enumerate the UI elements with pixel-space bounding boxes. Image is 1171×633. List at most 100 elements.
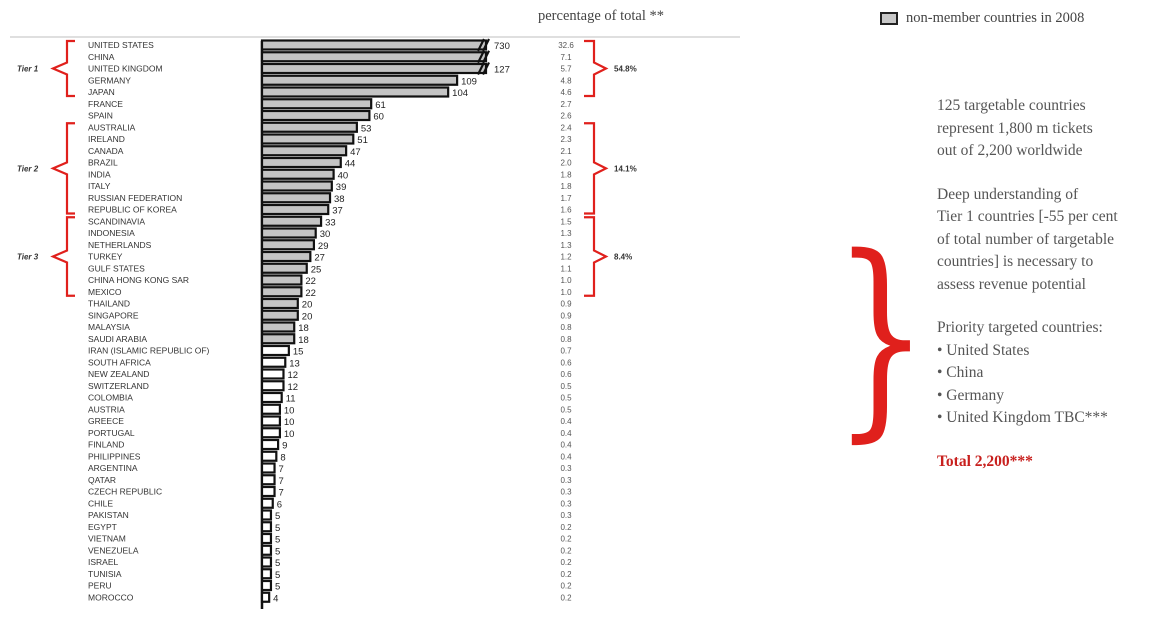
value-label: 60 xyxy=(373,112,384,123)
bar xyxy=(260,556,273,568)
percentage-value: 1.6 xyxy=(560,206,572,215)
value-label: 44 xyxy=(345,159,356,170)
bar xyxy=(260,250,312,263)
value-label: 5 xyxy=(275,558,280,569)
percentage-value: 4.8 xyxy=(560,76,572,85)
percentage-value: 0.5 xyxy=(560,394,572,403)
bar xyxy=(260,239,316,251)
country-label: TUNISIA xyxy=(88,569,122,579)
bar xyxy=(260,532,273,545)
country-label: PHILIPPINES xyxy=(88,451,141,461)
country-label: ITALY xyxy=(88,181,111,191)
value-label: 20 xyxy=(302,300,313,311)
bar xyxy=(260,286,303,298)
percentage-value: 0.6 xyxy=(560,370,572,379)
value-label: 40 xyxy=(338,170,349,181)
country-label: IRELAND xyxy=(88,134,125,144)
percentage-value: 1.0 xyxy=(560,288,572,297)
priority-item: • Germany xyxy=(937,386,1004,404)
legend-swatch xyxy=(880,12,898,25)
bar xyxy=(260,262,308,274)
country-label: VIETNAM xyxy=(88,534,126,544)
value-label: 53 xyxy=(361,123,372,134)
bar xyxy=(260,380,285,392)
axis-break-mark xyxy=(477,50,490,64)
country-label: UNITED STATES xyxy=(88,40,154,50)
tier-share: 54.8% xyxy=(614,65,637,74)
percentage-value: 0.8 xyxy=(560,335,572,344)
percentage-value: 32.6 xyxy=(558,41,574,50)
bar xyxy=(260,145,348,157)
value-label: 47 xyxy=(350,147,361,158)
value-label: 10 xyxy=(284,429,295,440)
percentage-value: 1.0 xyxy=(560,276,572,285)
country-label: MOROCCO xyxy=(88,592,134,602)
country-label: INDONESIA xyxy=(88,228,135,238)
percentage-value: 0.2 xyxy=(560,570,572,579)
bar xyxy=(260,309,299,321)
value-label: 5 xyxy=(275,582,280,593)
bar xyxy=(260,474,276,486)
bar xyxy=(260,356,287,368)
country-label: GULF STATES xyxy=(88,263,145,273)
bar xyxy=(260,74,459,86)
percentage-value: 0.9 xyxy=(560,311,572,320)
country-label: SINGAPORE xyxy=(88,310,139,320)
percentage-value: 0.5 xyxy=(560,405,572,414)
value-label: 9 xyxy=(282,441,287,452)
country-label: MALAYSIA xyxy=(88,322,130,332)
percentage-value: 0.3 xyxy=(560,511,572,520)
percentage-value: 5.7 xyxy=(560,65,572,74)
tier-bracket-left xyxy=(50,216,75,297)
country-label: FINLAND xyxy=(88,440,124,450)
percentage-value: 1.3 xyxy=(560,241,572,250)
country-label: SAUDI ARABIA xyxy=(88,334,147,344)
country-label: IRAN (ISLAMIC REPUBLIC OF) xyxy=(88,346,210,356)
priority-item: • China xyxy=(937,364,984,381)
tier-share: 8.4% xyxy=(614,253,632,262)
targetable-countries-note: 125 targetable countries represent 1,800… xyxy=(937,97,1093,159)
percentage-value: 0.3 xyxy=(560,464,572,473)
bar xyxy=(260,344,290,357)
bar xyxy=(260,462,276,474)
value-label: 27 xyxy=(314,253,325,264)
percentage-value: 2.4 xyxy=(560,123,572,132)
tier-bracket-left xyxy=(50,122,75,215)
percentage-value: 0.4 xyxy=(560,417,572,426)
value-label: 5 xyxy=(275,523,280,534)
percentage-value: 0.4 xyxy=(560,429,572,438)
value-label: 127 xyxy=(494,65,510,76)
country-label: GREECE xyxy=(88,416,124,426)
percentage-value: 0.3 xyxy=(560,499,572,508)
percentage-value: 0.4 xyxy=(560,452,572,461)
country-label: BRAZIL xyxy=(88,158,118,168)
value-label: 13 xyxy=(289,358,300,369)
percentage-value: 2.1 xyxy=(560,147,572,156)
bar xyxy=(260,415,281,427)
value-label: 104 xyxy=(452,88,468,99)
value-label: 10 xyxy=(284,417,295,428)
percentage-value: 0.6 xyxy=(560,358,572,367)
bar xyxy=(260,180,333,192)
percentage-value: 1.8 xyxy=(560,182,572,191)
percentage-value: 4.6 xyxy=(560,88,572,97)
bar xyxy=(260,109,371,122)
country-label: NEW ZEALAND xyxy=(88,369,149,379)
value-label: 11 xyxy=(286,394,296,405)
tier-label: Tier 1 xyxy=(17,65,39,74)
country-label: SOUTH AFRICA xyxy=(88,357,151,367)
country-label: REPUBLIC OF KOREA xyxy=(88,205,177,215)
legend: non-member countries in 2008 xyxy=(880,10,1084,27)
percentage-value: 0.2 xyxy=(560,523,572,532)
bar xyxy=(260,438,280,451)
country-label: JAPAN xyxy=(88,87,115,97)
value-label: 33 xyxy=(325,217,336,228)
value-label: 7 xyxy=(279,476,284,487)
value-label: 25 xyxy=(311,264,322,275)
percentage-value: 2.6 xyxy=(560,112,572,121)
axis-break-mark xyxy=(477,38,490,52)
country-label: SCANDINAVIA xyxy=(88,216,145,226)
value-label: 18 xyxy=(298,335,309,346)
bar xyxy=(260,168,335,180)
value-label: 39 xyxy=(336,182,347,193)
